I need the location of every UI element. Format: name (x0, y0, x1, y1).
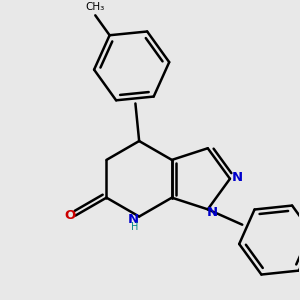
Text: N: N (231, 171, 242, 184)
Text: H: H (131, 223, 139, 232)
Text: N: N (128, 213, 139, 226)
Text: CH₃: CH₃ (86, 2, 105, 12)
Text: O: O (65, 209, 76, 222)
Text: N: N (207, 206, 218, 219)
